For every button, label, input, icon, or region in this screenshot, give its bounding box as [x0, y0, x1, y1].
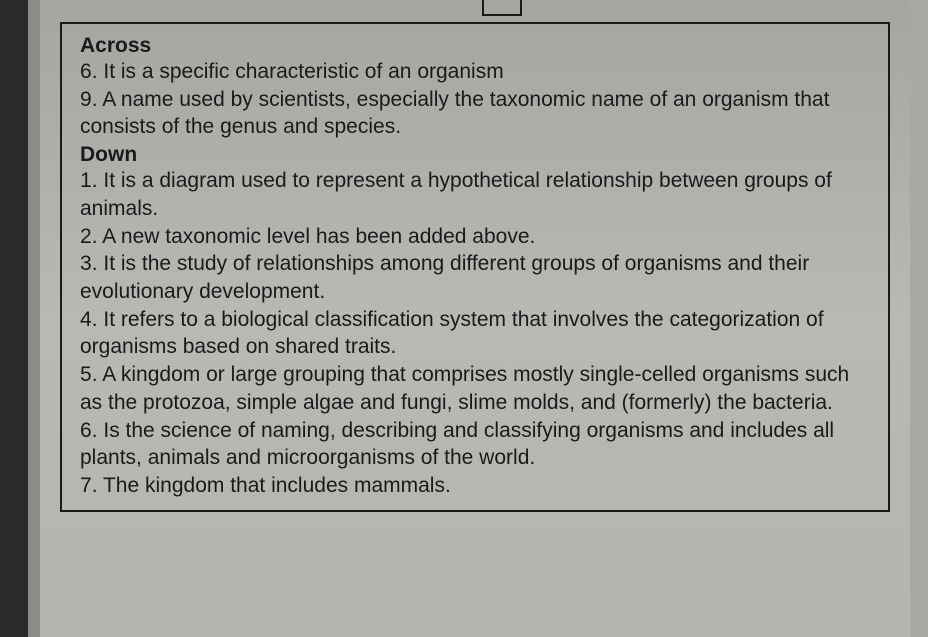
clue-text: It is a diagram used to represent a hypo…	[80, 169, 832, 220]
clue-number: 7	[80, 474, 92, 497]
paper-sheet: Across 6. It is a specific characteristi…	[40, 0, 910, 637]
clue-text: Is the science of naming, describing and…	[80, 419, 834, 470]
across-clue: 6. It is a specific characteristic of an…	[80, 58, 870, 86]
down-clue: 2. A new taxonomic level has been added …	[80, 223, 870, 251]
down-clue: 3. It is the study of relationships amon…	[80, 250, 870, 305]
down-clue: 4. It refers to a biological classificat…	[80, 306, 870, 361]
clue-box: Across 6. It is a specific characteristi…	[60, 22, 890, 512]
crossword-cell-fragment	[482, 0, 522, 16]
clue-number: 9	[80, 88, 92, 111]
down-clue: 5. A kingdom or large grouping that comp…	[80, 361, 870, 416]
clue-text: A kingdom or large grouping that compris…	[80, 363, 849, 414]
across-heading: Across	[80, 34, 870, 58]
clue-number: 1	[80, 169, 92, 192]
clue-number: 2	[80, 225, 92, 248]
clue-number: 4	[80, 308, 92, 331]
down-clue: 1. It is a diagram used to represent a h…	[80, 167, 870, 222]
clue-text: It is the study of relationships among d…	[80, 252, 809, 303]
clue-number: 6	[80, 60, 92, 83]
clue-text: The kingdom that includes mammals.	[103, 474, 451, 497]
across-clue: 9. A name used by scientists, especially…	[80, 86, 870, 141]
down-clue: 6. Is the science of naming, describing …	[80, 417, 870, 472]
clue-text: It is a specific characteristic of an or…	[103, 60, 503, 83]
clue-text: A name used by scientists, especially th…	[80, 88, 829, 139]
clue-text: It refers to a biological classification…	[80, 308, 824, 359]
down-heading: Down	[80, 143, 870, 167]
down-clue: 7. The kingdom that includes mammals.	[80, 472, 870, 500]
clue-number: 3	[80, 252, 92, 275]
clue-number: 5	[80, 363, 92, 386]
clue-number: 6	[80, 419, 92, 442]
clue-text: A new taxonomic level has been added abo…	[102, 225, 535, 248]
